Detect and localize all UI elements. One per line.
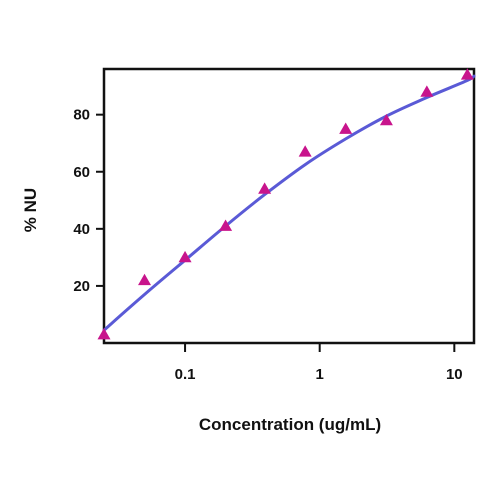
x-axis: 0.1 1 10: [175, 343, 463, 383]
data-point-triangle-3: [219, 219, 233, 231]
y-axis: 20 40 60 80: [73, 107, 104, 295]
y-tick-label-1: 40: [73, 221, 90, 238]
data-point-triangle-5: [298, 145, 312, 157]
y-tick-label-2: 60: [73, 164, 90, 181]
y-tick-label-3: 80: [73, 107, 90, 124]
x-tick-label-0: 0.1: [175, 366, 196, 383]
x-tick-label-2: 10: [446, 366, 463, 383]
data-point-triangle-1: [138, 273, 152, 286]
plot-series: [97, 68, 476, 340]
plot-frame: [102, 67, 476, 345]
data-point-triangle-2: [178, 250, 192, 263]
data-point-triangle-8: [420, 85, 434, 97]
data-point-triangle-9: [460, 68, 474, 80]
data-point-triangle-4: [258, 182, 272, 194]
y-axis-title: % NU: [21, 188, 40, 232]
y-tick-label-0: 20: [73, 278, 90, 295]
x-axis-title: Concentration (ug/mL): [199, 415, 381, 434]
data-point-triangle-7: [379, 113, 393, 126]
x-tick-label-1: 1: [316, 366, 324, 383]
data-point-triangle-0: [97, 327, 111, 340]
data-point-triangle-6: [339, 122, 353, 134]
fit-curve-line: [102, 74, 476, 332]
